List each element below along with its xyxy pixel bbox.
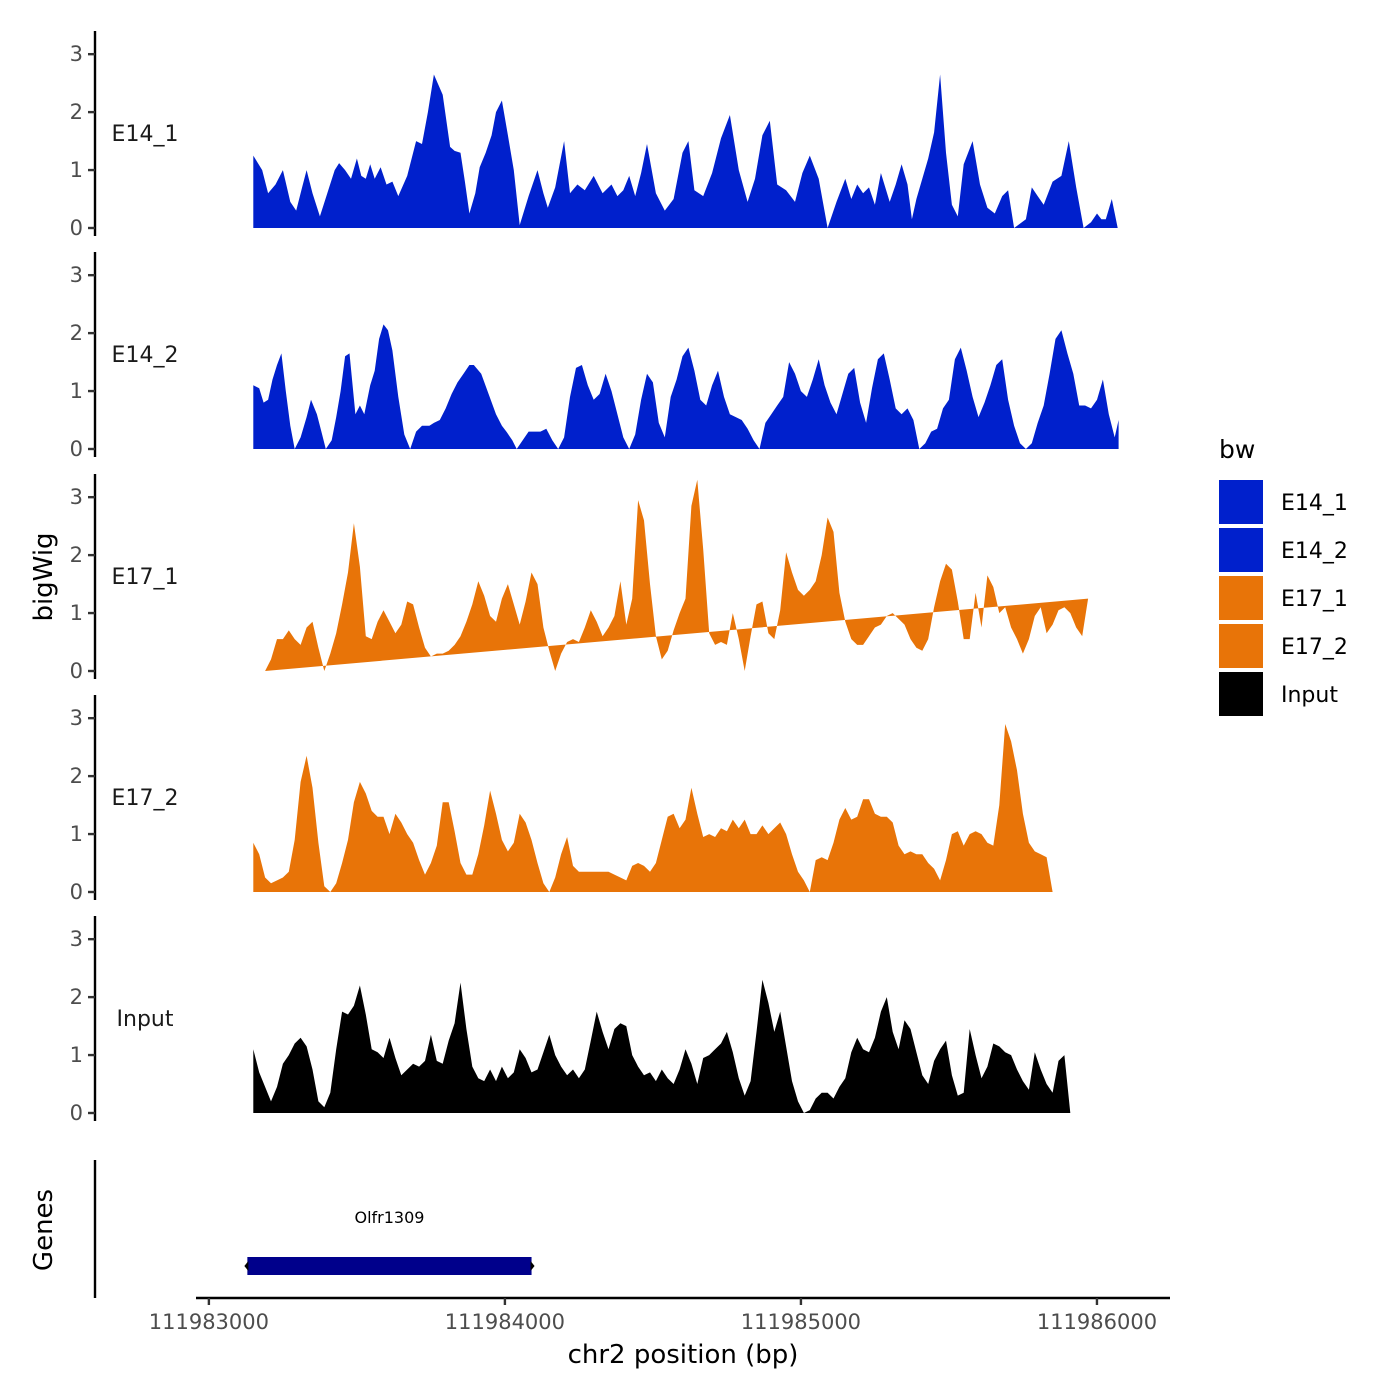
y-tick-label: 3	[70, 42, 83, 66]
genes-panel: Olfr1309	[93, 1160, 535, 1298]
x-axis-title: chr2 position (bp)	[568, 1340, 799, 1370]
genes-axis-title: Genes	[29, 1189, 59, 1271]
y-tick-label: 0	[70, 216, 83, 240]
legend-title: bw	[1219, 435, 1255, 464]
y-tick-label: 3	[70, 927, 83, 951]
y-tick-label: 2	[70, 100, 83, 124]
y-tick-label: 1	[70, 822, 83, 846]
y-tick-label: 3	[70, 485, 83, 509]
y-tick-label: 1	[70, 158, 83, 182]
legend-swatch-Input	[1219, 672, 1263, 716]
legend-label-E17_1: E17_1	[1281, 587, 1348, 612]
track-panel-E14_1: 0 1 2 3 E14_1	[70, 31, 1118, 240]
track-panel-E17_1: 0 1 2 3 E17_1	[70, 474, 1089, 683]
track-label-E17_2: E17_2	[112, 786, 179, 811]
y-tick-label: 1	[70, 379, 83, 403]
coverage-area-E17_1	[265, 479, 1089, 671]
y-tick-label: 0	[70, 659, 83, 683]
legend-swatch-E17_2	[1219, 624, 1263, 668]
legend: bw E14_1 E14_2 E17_1 E17_2 Input	[1219, 435, 1348, 716]
y-tick-label: 2	[70, 321, 83, 345]
x-tick-label: 111984000	[445, 1310, 565, 1334]
y-tick-label: 0	[70, 437, 83, 461]
track-label-E14_1: E14_1	[112, 122, 179, 147]
y-axis-title: bigWig	[29, 532, 59, 621]
legend-label-E14_1: E14_1	[1281, 491, 1348, 516]
legend-swatch-E14_1	[1219, 480, 1263, 524]
legend-label-E14_2: E14_2	[1281, 539, 1348, 564]
track-panel-Input: 0 1 2 3 Input	[70, 916, 1120, 1125]
gene-label-Olfr1309: Olfr1309	[354, 1208, 424, 1227]
gene-body-Olfr1309	[247, 1257, 532, 1275]
y-tick-label: 1	[70, 601, 83, 625]
tracks-layer: 0 1 2 3 E14_1 0 1 2 3 E14_2 0 1 2 3 E17_1 0 1 2 3 E17_2 0 1 2 3…	[70, 31, 1120, 1125]
legend-swatch-E17_1	[1219, 576, 1263, 620]
coverage-area-Input	[253, 979, 1120, 1113]
y-tick-label: 3	[70, 706, 83, 730]
y-tick-label: 1	[70, 1043, 83, 1067]
x-tick-label: 111986000	[1037, 1310, 1157, 1334]
legend-label-E17_2: E17_2	[1281, 635, 1348, 660]
gene-start-marker	[244, 1261, 249, 1271]
legend-swatch-E14_2	[1219, 528, 1263, 572]
track-label-E17_1: E17_1	[112, 565, 179, 590]
y-tick-label: 0	[70, 880, 83, 904]
coverage-area-E14_2	[253, 324, 1119, 449]
coverage-area-E14_1	[253, 74, 1118, 228]
track-panel-E14_2: 0 1 2 3 E14_2	[70, 252, 1119, 461]
y-tick-label: 0	[70, 1101, 83, 1125]
x-axis: 111983000 111984000 111985000 111986000	[149, 1296, 1170, 1334]
track-label-Input: Input	[117, 1007, 174, 1032]
track-label-E14_2: E14_2	[112, 343, 179, 368]
y-tick-label: 2	[70, 543, 83, 567]
coverage-area-E17_2	[253, 724, 1106, 892]
legend-label-Input: Input	[1281, 683, 1338, 708]
gene-end-marker	[530, 1261, 535, 1271]
track-panel-E17_2: 0 1 2 3 E17_2	[70, 695, 1106, 904]
y-tick-label: 2	[70, 764, 83, 788]
x-tick-label: 111985000	[741, 1310, 861, 1334]
y-tick-label: 3	[70, 263, 83, 287]
x-tick-label: 111983000	[149, 1310, 269, 1334]
y-tick-label: 2	[70, 985, 83, 1009]
